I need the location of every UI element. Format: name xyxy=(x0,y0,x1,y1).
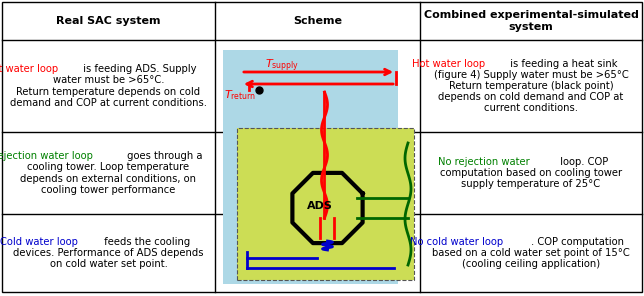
Text: Combined experimental-simulated
system: Combined experimental-simulated system xyxy=(424,10,638,32)
Text: depends on cold demand and COP at: depends on cold demand and COP at xyxy=(439,92,623,102)
Text: Return temperature depends on cold: Return temperature depends on cold xyxy=(17,86,200,96)
Text: Rejection water loop: Rejection water loop xyxy=(0,151,93,161)
Text: on cold water set point.: on cold water set point. xyxy=(50,259,167,269)
Text: current conditions.: current conditions. xyxy=(484,103,578,113)
Text: (figure 4) Supply water must be >65°C: (figure 4) Supply water must be >65°C xyxy=(433,70,629,80)
Text: No rejection water: No rejection water xyxy=(438,157,530,167)
Text: feeds the cooling: feeds the cooling xyxy=(101,237,191,247)
Text: Scheme: Scheme xyxy=(293,16,342,26)
Text: cooling tower performance: cooling tower performance xyxy=(41,185,176,195)
Text: water must be >65°C.: water must be >65°C. xyxy=(53,75,164,86)
Bar xyxy=(237,128,414,280)
Text: demand and COP at current conditions.: demand and COP at current conditions. xyxy=(10,98,207,108)
Text: $T_{\rm supply}$: $T_{\rm supply}$ xyxy=(265,58,299,74)
Text: is feeding ADS. Supply: is feeding ADS. Supply xyxy=(80,64,197,74)
Text: depends on external conditions, on: depends on external conditions, on xyxy=(21,173,196,184)
Text: Real SAC system: Real SAC system xyxy=(56,16,161,26)
Bar xyxy=(223,50,398,284)
Text: devices. Performance of ADS depends: devices. Performance of ADS depends xyxy=(14,248,204,258)
Text: based on a cold water set point of 15°C: based on a cold water set point of 15°C xyxy=(432,248,630,258)
Text: $T_{\rm return}$: $T_{\rm return}$ xyxy=(224,88,256,102)
Text: . COP computation: . COP computation xyxy=(531,237,624,247)
Text: loop. COP: loop. COP xyxy=(557,157,609,167)
Text: No cold water loop: No cold water loop xyxy=(410,237,503,247)
Text: ADS: ADS xyxy=(307,201,332,211)
Text: computation based on cooling tower: computation based on cooling tower xyxy=(440,168,622,178)
Text: (cooling ceiling application): (cooling ceiling application) xyxy=(462,259,600,269)
Text: supply temperature of 25°C: supply temperature of 25°C xyxy=(462,179,601,189)
Text: Hot water loop: Hot water loop xyxy=(0,64,59,74)
Text: is feeding a heat sink: is feeding a heat sink xyxy=(507,59,617,69)
Bar xyxy=(237,128,414,280)
Text: cooling tower. Loop temperature: cooling tower. Loop temperature xyxy=(28,163,189,172)
Text: goes through a: goes through a xyxy=(124,151,202,161)
Text: Hot water loop: Hot water loop xyxy=(412,59,485,69)
Text: Return temperature (black point): Return temperature (black point) xyxy=(449,81,613,91)
Text: Cold water loop: Cold water loop xyxy=(0,237,78,247)
